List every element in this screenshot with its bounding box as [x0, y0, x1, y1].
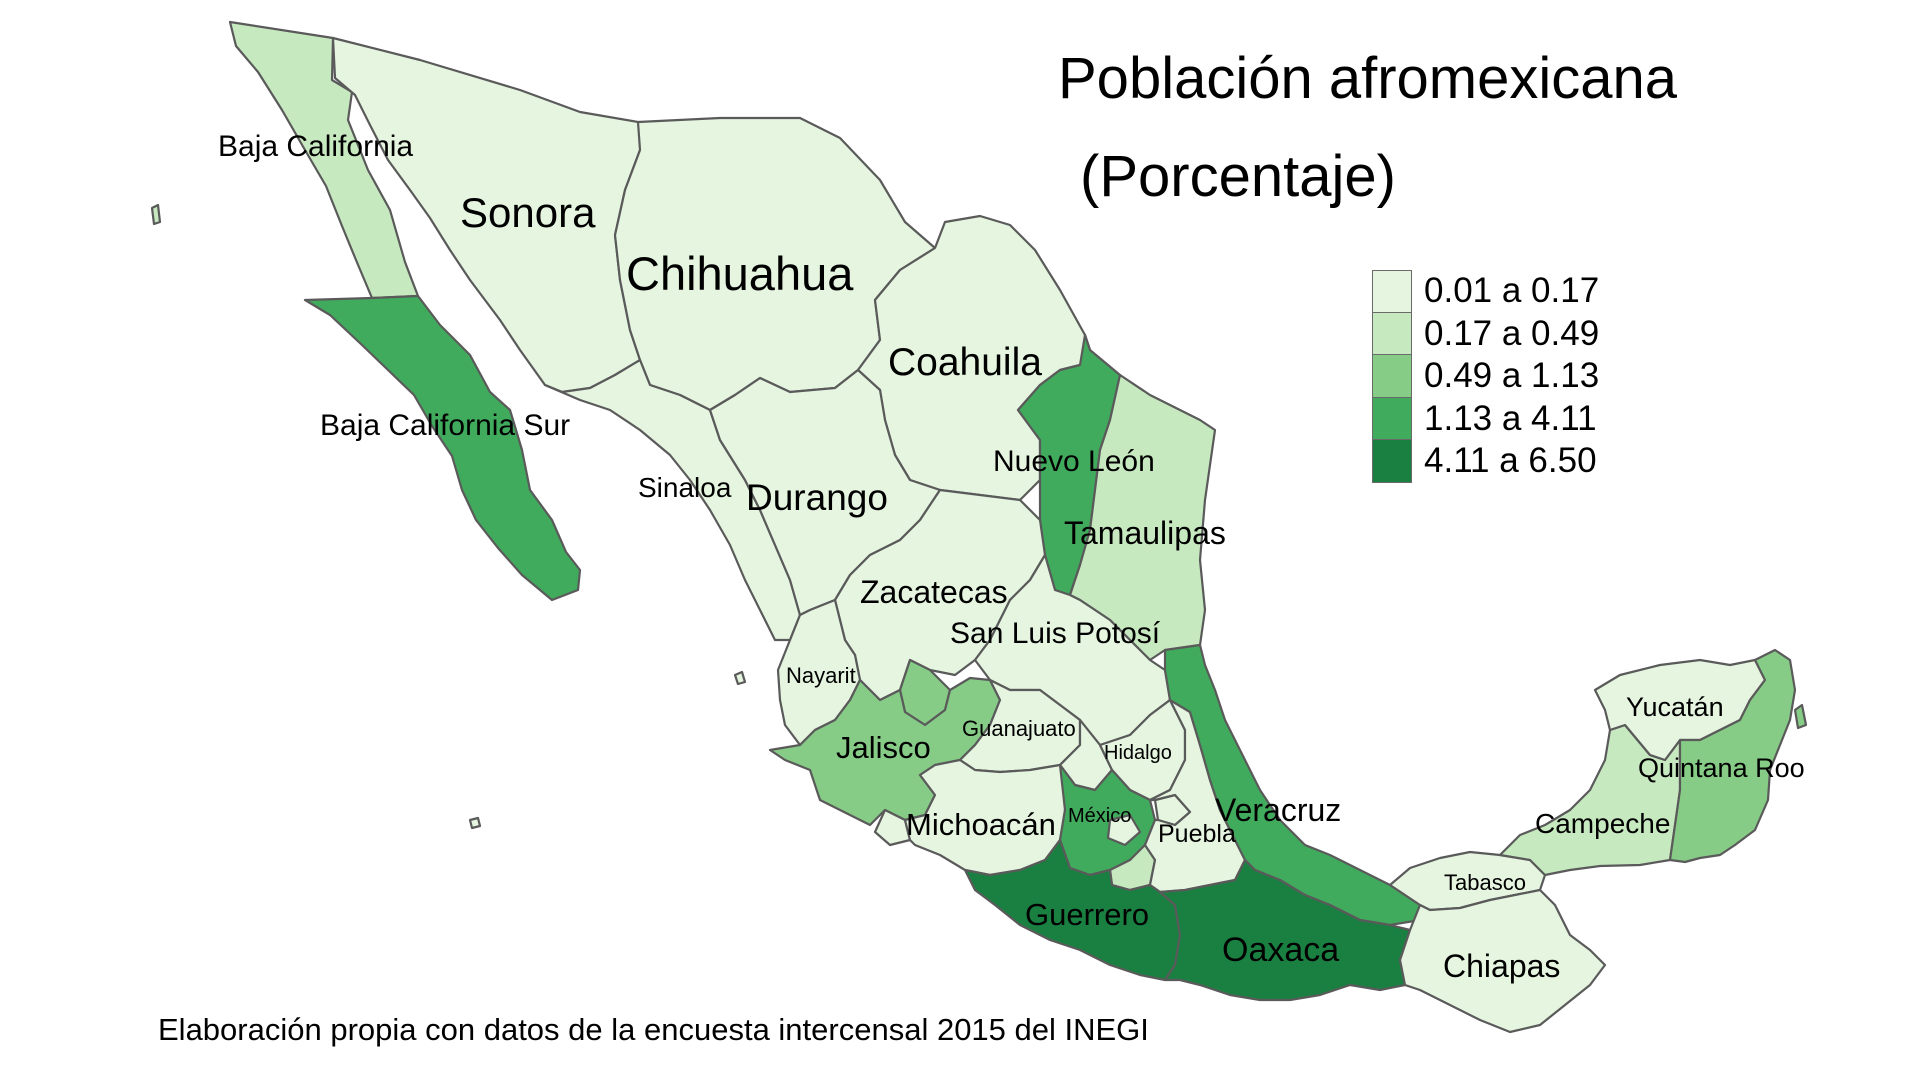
legend-label: 1.13 a 4.11 [1424, 398, 1597, 438]
label-quintana-roo: Quintana Roo [1638, 753, 1805, 783]
label-san-luis-potosi: San Luis Potosí [950, 617, 1161, 650]
legend-swatch [1372, 355, 1412, 398]
label-campeche: Campeche [1535, 808, 1670, 839]
legend-swatch [1372, 440, 1412, 483]
label-oaxaca: Oaxaca [1222, 931, 1339, 969]
legend-item: 0.49 a 1.13 [1372, 355, 1599, 398]
label-jalisco: Jalisco [836, 730, 931, 765]
legend: 0.01 a 0.17 0.17 a 0.49 0.49 a 1.13 1.13… [1372, 270, 1599, 483]
label-tamaulipas: Tamaulipas [1064, 515, 1226, 551]
label-veracruz: Veracruz [1215, 792, 1341, 828]
label-guerrero: Guerrero [1025, 897, 1149, 932]
legend-item: 0.01 a 0.17 [1372, 270, 1599, 313]
legend-label: 0.49 a 1.13 [1424, 356, 1600, 396]
label-durango: Durango [746, 477, 888, 518]
island-socorro [468, 816, 482, 830]
label-chihuahua: Chihuahua [626, 247, 854, 300]
map-title-line1: Población afromexicana [1058, 46, 1678, 111]
label-hidalgo: Hidalgo [1104, 742, 1172, 764]
source-caption: Elaboración propia con datos de la encue… [158, 1012, 1149, 1047]
state-colima [873, 808, 912, 847]
label-yucatan: Yucatán [1626, 692, 1724, 722]
legend-label: 0.17 a 0.49 [1424, 313, 1600, 353]
island-guadalupe [150, 203, 162, 226]
label-baja-california: Baja California [218, 130, 413, 163]
state-baja-california-sur [303, 294, 582, 602]
label-sonora: Sonora [460, 189, 596, 236]
legend-label: 4.11 a 6.50 [1424, 441, 1597, 481]
label-guanajuato: Guanajuato [962, 716, 1076, 741]
island-cozumel [1793, 703, 1808, 730]
label-nayarit: Nayarit [786, 663, 856, 688]
label-baja-california-sur: Baja California Sur [320, 409, 570, 442]
legend-item: 4.11 a 6.50 [1372, 440, 1599, 483]
label-nuevo-leon: Nuevo León [993, 445, 1155, 478]
label-mexico: México [1068, 805, 1131, 827]
label-tabasco: Tabasco [1444, 870, 1526, 895]
label-michoacan: Michoacán [906, 807, 1056, 842]
legend-label: 0.01 a 0.17 [1424, 271, 1600, 311]
label-zacatecas: Zacatecas [860, 574, 1008, 610]
label-puebla: Puebla [1158, 820, 1236, 848]
legend-swatch [1372, 397, 1412, 440]
state-quintana-roo [1668, 648, 1797, 864]
label-coahuila: Coahuila [888, 341, 1042, 384]
state-chiapas [1398, 888, 1607, 1034]
legend-item: 0.17 a 0.49 [1372, 312, 1600, 355]
legend-item: 1.13 a 4.11 [1372, 397, 1599, 440]
label-chiapas: Chiapas [1443, 948, 1560, 984]
island-marias [733, 670, 747, 686]
legend-swatch [1372, 270, 1412, 313]
legend-swatch [1372, 312, 1412, 355]
label-sinaloa: Sinaloa [638, 472, 732, 503]
map-title-line2: (Porcentaje) [1080, 144, 1396, 209]
state-cdmx [1106, 813, 1142, 847]
